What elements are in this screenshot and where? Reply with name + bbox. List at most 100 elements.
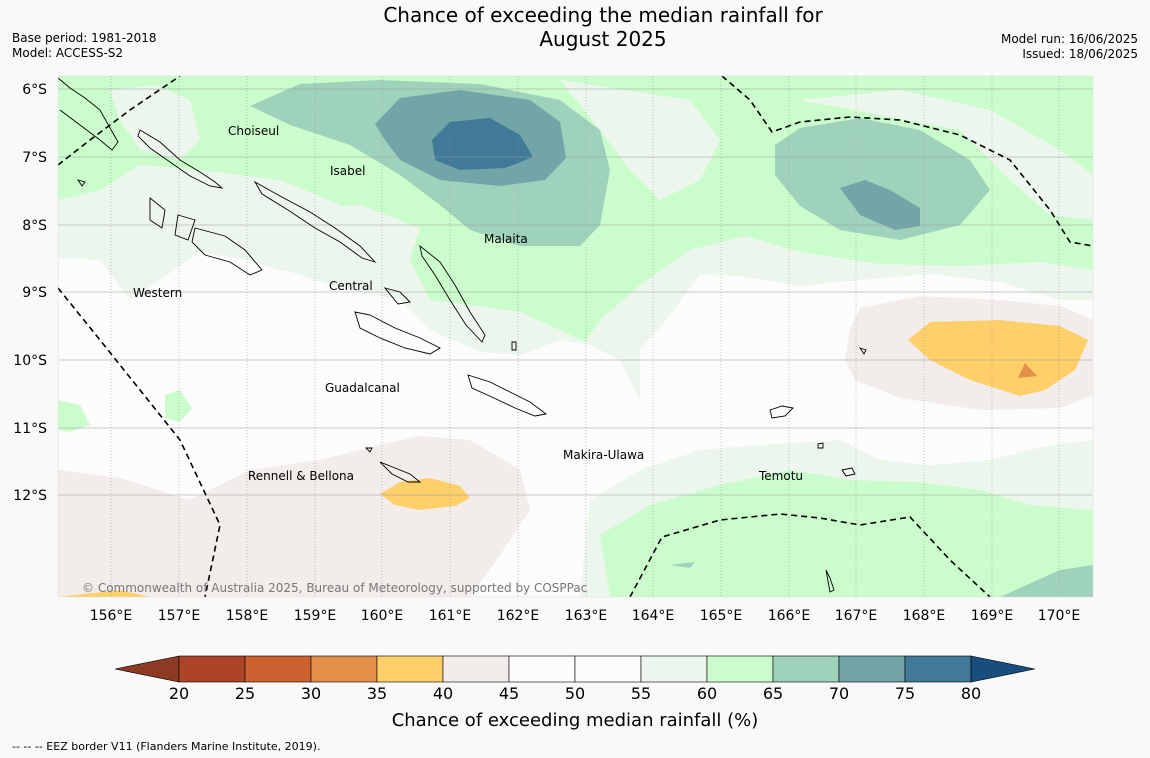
lon-label: 170°E bbox=[1038, 608, 1081, 624]
longitude-labels: 156°E 157°E 158°E 159°E 160°E 161°E 162°… bbox=[90, 608, 1081, 624]
colorbar-segment bbox=[904, 655, 972, 683]
colorbar-segment bbox=[508, 655, 576, 683]
lon-label: 156°E bbox=[90, 608, 133, 624]
place-rennell-bellona: Rennell & Bellona bbox=[248, 469, 354, 483]
island-santa-cruz bbox=[769, 405, 794, 419]
colorbar-segment bbox=[244, 655, 312, 683]
run-info: Model run: 16/06/2025 Issued: 18/06/2025 bbox=[1001, 32, 1138, 62]
colorbar-tick-label: 80 bbox=[961, 684, 981, 703]
colorbar-segment bbox=[310, 655, 378, 683]
band-30-35-east bbox=[1018, 363, 1037, 378]
island-malaita bbox=[419, 244, 486, 343]
colorbar-tick-label: 55 bbox=[631, 684, 651, 703]
lat-label: 8°S bbox=[22, 218, 47, 234]
band-40-45-south bbox=[58, 436, 530, 597]
title-line-2: August 2025 bbox=[539, 27, 667, 51]
colorbar-segment bbox=[376, 655, 444, 683]
map-field bbox=[58, 76, 1093, 597]
island-kolombangara bbox=[174, 214, 196, 241]
colorbar-segment bbox=[838, 655, 906, 683]
lat-label: 12°S bbox=[13, 488, 47, 504]
lon-label: 163°E bbox=[565, 608, 608, 624]
lon-label: 159°E bbox=[294, 608, 337, 624]
lon-label: 167°E bbox=[835, 608, 878, 624]
lon-label: 168°E bbox=[903, 608, 946, 624]
island-bougainville bbox=[58, 77, 119, 151]
copyright-notice: © Commonwealth of Australia 2025, Bureau… bbox=[82, 581, 587, 595]
place-makira-ulawa: Makira-Ulawa bbox=[563, 448, 644, 462]
band-60-65-small bbox=[165, 390, 192, 422]
model-run: Model run: 16/06/2025 bbox=[1000, 32, 1138, 46]
eez-west bbox=[58, 287, 221, 597]
colorbar-tick-label: 30 bbox=[301, 684, 321, 703]
place-temotu: Temotu bbox=[758, 469, 803, 483]
place-choiseul: Choiseul bbox=[228, 124, 279, 138]
base-info: Base period: 1981-2018 Model: ACCESS-S2 bbox=[12, 31, 157, 61]
lon-label: 169°E bbox=[971, 608, 1014, 624]
band-60-65-west bbox=[58, 400, 90, 432]
place-western: Western bbox=[133, 286, 182, 300]
island-bellona bbox=[364, 447, 373, 453]
rainfall-map: 6°S 7°S 8°S 9°S 10°S 11°S 12°S 156°E 157… bbox=[13, 75, 1094, 624]
colorbar-extend-high bbox=[970, 655, 1036, 683]
colorbar-tick-label: 35 bbox=[367, 684, 387, 703]
colorbar-segment bbox=[442, 655, 510, 683]
eez-north-east bbox=[721, 76, 1093, 247]
eez-footnote: -- -- -- EEZ border V11 (Flanders Marine… bbox=[12, 740, 321, 753]
colorbar-segment bbox=[706, 655, 774, 683]
lon-label: 158°E bbox=[226, 608, 269, 624]
eez-north-west bbox=[58, 76, 181, 166]
title-line-1: Chance of exceeding the median rainfall … bbox=[383, 3, 823, 27]
place-guadalcanal: Guadalcanal bbox=[325, 381, 400, 395]
colorbar-segment bbox=[178, 655, 246, 683]
place-labels: Choiseul Isabel Malaita Western Central … bbox=[133, 124, 803, 483]
colorbar-tick-label: 40 bbox=[433, 684, 453, 703]
band-35-40-corner bbox=[58, 590, 150, 597]
island-vanikoro bbox=[841, 467, 856, 477]
colorbar-title: Chance of exceeding median rainfall (%) bbox=[392, 710, 759, 731]
band-55-60-east bbox=[800, 90, 1093, 220]
colorbar-extend-low bbox=[114, 655, 180, 683]
band-35-40-east bbox=[908, 320, 1088, 396]
island-small-3 bbox=[76, 179, 86, 187]
lon-label: 164°E bbox=[632, 608, 675, 624]
lon-label: 160°E bbox=[361, 608, 404, 624]
island-florida bbox=[383, 287, 411, 305]
band-65-70-speck bbox=[670, 562, 695, 568]
colorbar-tick-label: 25 bbox=[235, 684, 255, 703]
colorbar-segment bbox=[772, 655, 840, 683]
band-65-70-south bbox=[1000, 565, 1093, 597]
band-70-75-east bbox=[840, 180, 920, 230]
colorbar-tick-label: 75 bbox=[895, 684, 915, 703]
lat-label: 11°S bbox=[13, 421, 47, 437]
lat-label: 6°S bbox=[22, 82, 47, 98]
colorbar-group: 20 25 30 35 40 45 50 55 60 65 70 75 80 bbox=[114, 655, 1036, 703]
issued-date: Issued: 18/06/2025 bbox=[1022, 47, 1138, 61]
band-65-70-east bbox=[775, 118, 990, 240]
island-small-1 bbox=[511, 341, 517, 351]
colorbar-tick-label: 20 bbox=[169, 684, 189, 703]
base-period: Base period: 1981-2018 bbox=[12, 31, 157, 45]
latitude-labels: 6°S 7°S 8°S 9°S 10°S 11°S 12°S bbox=[13, 82, 47, 504]
lon-label: 166°E bbox=[768, 608, 811, 624]
eez-border bbox=[58, 76, 1093, 597]
island-isabel bbox=[253, 180, 377, 263]
gridlines bbox=[58, 76, 1093, 597]
island-rennell bbox=[379, 461, 422, 483]
colorbar-tick-label: 45 bbox=[499, 684, 519, 703]
colorbar-segment bbox=[640, 655, 708, 683]
band-60-65-south bbox=[600, 470, 1093, 597]
island-vanuatu-north bbox=[825, 569, 835, 593]
island-choiseul bbox=[137, 129, 224, 189]
band-55-60-mid bbox=[560, 80, 720, 200]
island-small-2 bbox=[858, 347, 867, 355]
lat-label: 10°S bbox=[13, 353, 47, 369]
island-new-georgia bbox=[191, 227, 263, 276]
island-makira bbox=[467, 374, 548, 417]
island-vella bbox=[149, 197, 166, 229]
band-35-40-south bbox=[380, 478, 470, 510]
lon-label: 157°E bbox=[158, 608, 201, 624]
colorbar-segment bbox=[574, 655, 642, 683]
lon-label: 162°E bbox=[497, 608, 540, 624]
colorbar-tick-label: 60 bbox=[697, 684, 717, 703]
